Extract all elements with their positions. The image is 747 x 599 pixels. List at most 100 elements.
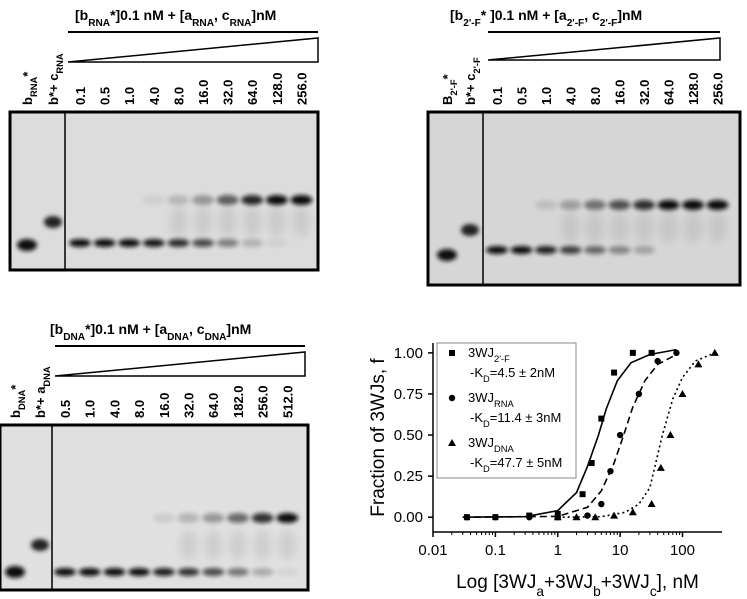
gel-band (167, 239, 190, 247)
lane-label: b*+ cRNA (46, 53, 65, 105)
text-part: ]nM (251, 7, 276, 23)
text-part: 0.1 (73, 87, 88, 105)
lane-label: 32.0 (637, 80, 652, 105)
lane-label: 0.5 (98, 87, 113, 105)
text-part: * (8, 384, 23, 390)
gel-band (31, 539, 49, 551)
text-part: b (20, 97, 35, 105)
subscript: DNA (205, 332, 228, 343)
text-part: [b (50, 321, 63, 337)
text-part: 0.5 (515, 87, 530, 105)
gel-band (93, 239, 116, 247)
gel-image (426, 110, 742, 287)
text-part: -K (470, 410, 483, 425)
point (648, 349, 655, 356)
subscript: 2'-F (600, 18, 618, 29)
text-part: 0.1 (490, 87, 505, 105)
lane-label: 4.0 (564, 87, 579, 105)
gel-smear (204, 530, 223, 560)
subscript: RNA (88, 18, 111, 29)
text-part: [b (450, 7, 463, 23)
gel-smear (179, 530, 198, 560)
x-tick-label: 100 (670, 542, 695, 559)
text-part: * (440, 73, 455, 79)
point (463, 514, 471, 521)
lane-label: 64.0 (206, 393, 221, 418)
gel-band (461, 224, 479, 236)
legend-label: 3WJ2'-F (468, 345, 510, 364)
point (591, 513, 600, 521)
subscript: D (483, 419, 490, 429)
subscript: DNA (63, 332, 86, 343)
text-part: -K (470, 455, 483, 470)
gel-smear (708, 212, 727, 243)
text-part: 1.0 (83, 400, 98, 418)
gel-smear (292, 206, 311, 237)
lane-label: 16.0 (157, 393, 172, 418)
gel-band (290, 195, 313, 205)
point (678, 389, 687, 397)
gel-band (633, 246, 655, 254)
fit-curve (462, 348, 677, 518)
gel-band (192, 195, 214, 205)
point (553, 513, 562, 521)
lane-label: 0.5 (58, 400, 73, 418)
text-part: 128.0 (686, 72, 701, 105)
gel-band (265, 195, 288, 205)
text-part: 64.0 (245, 80, 260, 105)
gel-band (202, 513, 225, 523)
lane-label: 16.0 (196, 80, 211, 105)
text-part: b (8, 410, 23, 418)
point (579, 491, 586, 498)
gel-band (559, 200, 582, 210)
lane-label: 32.0 (182, 393, 197, 418)
gel-band (226, 568, 249, 576)
text-part: 3WJ (468, 345, 494, 360)
gel-smear (561, 212, 580, 243)
y-tick-label: 0.75 (394, 386, 423, 403)
gel-band (251, 513, 274, 523)
y-tick-label: 0.25 (394, 468, 423, 485)
text-part: 256.0 (294, 72, 309, 105)
text-part: +3WJ (544, 572, 593, 593)
gel-band (152, 513, 175, 523)
gel-band (486, 246, 508, 254)
lane-label: 256.0 (256, 385, 271, 418)
lane-label: 0.1 (490, 87, 505, 105)
wedge (67, 37, 319, 63)
subscript: RNA (29, 77, 39, 97)
point (656, 463, 665, 471)
text-part: 256.0 (711, 72, 726, 105)
gel-band (216, 239, 239, 247)
lane-label: 64.0 (662, 80, 677, 105)
gel-band (535, 200, 557, 210)
text-part: 4.0 (564, 87, 579, 105)
text-part: * (20, 71, 35, 77)
subscript: DNA (494, 444, 514, 454)
gel-smear (253, 530, 272, 560)
legend-kd: -KD=4.5 ± 2nM (470, 365, 555, 384)
wedge (487, 37, 721, 61)
text-part: 8.0 (588, 87, 603, 105)
lane-label: 512.0 (280, 385, 295, 418)
text-part: +3WJ (601, 572, 650, 593)
legend-label: 3WJRNA (468, 390, 514, 409)
gel-smear (684, 212, 702, 243)
gel-band (657, 200, 680, 210)
text-part: , c (189, 321, 205, 337)
subscript: 2'-F (494, 354, 510, 364)
gel-band (54, 568, 76, 576)
y-axis-label: Fraction of 3WJs, f (368, 358, 389, 517)
gel-band (584, 200, 606, 210)
gel-band (682, 200, 704, 210)
x-axis-label: Log [3WJa+3WJb+3WJc], nM (456, 572, 699, 599)
subscript: 2'-F (449, 79, 459, 96)
gel-band (226, 513, 249, 523)
text-part: * ]0.1 nM + [a (481, 7, 567, 23)
point (572, 513, 581, 521)
point (673, 349, 680, 357)
legend-kd: -KD=47.7 ± 5nM (470, 455, 562, 474)
point (448, 394, 456, 402)
text-part: b*+ c (463, 74, 478, 105)
subscript: 2'-F (463, 18, 481, 29)
